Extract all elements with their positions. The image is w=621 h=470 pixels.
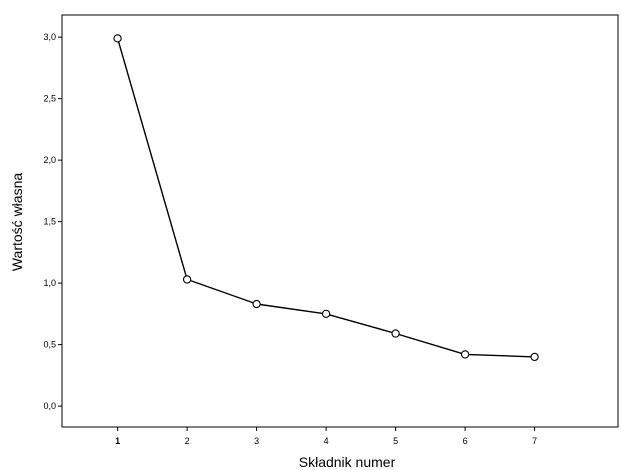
data-point: [182, 275, 192, 284]
series-layer: [113, 34, 539, 362]
data-point: [530, 352, 539, 362]
y-tick-label: 1,0: [43, 278, 56, 288]
y-tick-label: 3,0: [43, 32, 56, 42]
x-axis-ticks: 1 2 3 4 5 6 7: [115, 427, 537, 446]
x-tick-label: 5: [393, 436, 398, 446]
y-tick-label: 2,0: [43, 155, 56, 165]
x-tick-label: 7: [532, 436, 537, 446]
y-tick-label: 0,0: [43, 401, 56, 411]
x-tick-label: 3: [254, 436, 259, 446]
x-tick-label: 6: [463, 436, 468, 446]
plot-frame: [61, 14, 619, 428]
data-point: [252, 299, 261, 309]
data-point: [113, 34, 122, 43]
x-axis-title: Składnik numer: [299, 454, 396, 470]
y-axis-ticks: 0,0 0,5 1,0 1,5 2,0 2,5 3,0: [43, 32, 62, 411]
x-tick-label: 4: [324, 436, 329, 446]
y-axis-title: Wartość własna: [9, 173, 25, 272]
data-point: [321, 309, 331, 319]
x-tick-label: 1: [115, 436, 120, 446]
data-point: [460, 350, 470, 359]
series-line: [116, 38, 535, 358]
y-tick-label: 0,5: [43, 340, 56, 350]
y-tick-label: 1,5: [43, 217, 56, 227]
y-tick-label: 2,5: [43, 94, 56, 104]
data-point: [391, 329, 400, 338]
x-tick-label: 2: [185, 436, 190, 446]
